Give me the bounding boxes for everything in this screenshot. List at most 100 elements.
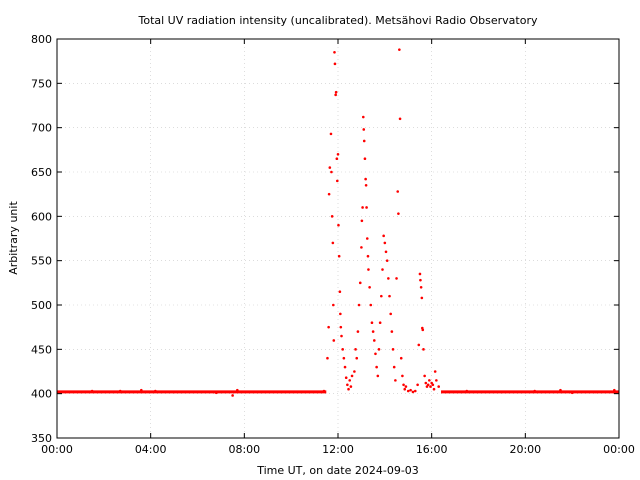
- data-point: [375, 365, 378, 369]
- plot-frame: [56, 38, 620, 439]
- data-point: [398, 48, 401, 51]
- data-point: [381, 268, 384, 271]
- data-point: [391, 348, 395, 351]
- data-point: [327, 325, 330, 329]
- data-point: [350, 374, 354, 378]
- data-point: [337, 223, 340, 227]
- data-point: [343, 365, 347, 369]
- y-tick-label: 400: [31, 388, 52, 401]
- data-point: [389, 312, 392, 316]
- data-point: [344, 376, 348, 380]
- data-point: [423, 374, 426, 378]
- y-tick-label: 550: [31, 255, 52, 268]
- data-point: [397, 212, 400, 215]
- data-point: [340, 334, 343, 338]
- data-point: [361, 115, 365, 119]
- data-point: [90, 389, 94, 393]
- data-point: [333, 51, 336, 54]
- data-point: [369, 303, 373, 307]
- data-point: [363, 157, 367, 160]
- data-point: [322, 389, 326, 393]
- data-point: [347, 387, 350, 391]
- data-point: [372, 339, 376, 342]
- data-point: [421, 328, 425, 332]
- data-point: [432, 387, 436, 391]
- data-point: [426, 383, 430, 387]
- data-point: [365, 237, 369, 240]
- data-point: [342, 356, 346, 360]
- data-point: [399, 356, 403, 360]
- data-point: [329, 132, 333, 136]
- data-point: [327, 192, 331, 196]
- data-point: [413, 389, 417, 393]
- data-point: [362, 139, 366, 143]
- data-point: [390, 330, 394, 333]
- data-point: [371, 330, 375, 333]
- data-point: [333, 62, 337, 66]
- data-point: [331, 241, 335, 245]
- data-point: [356, 330, 360, 333]
- data-point: [433, 370, 437, 373]
- y-tick-label: 450: [31, 343, 52, 356]
- data-points: [90, 48, 616, 397]
- data-point: [357, 303, 361, 307]
- data-point: [613, 388, 616, 392]
- data-point: [395, 277, 398, 280]
- data-point: [419, 278, 422, 282]
- data-point: [360, 246, 363, 249]
- data-point: [404, 385, 408, 388]
- data-point: [335, 157, 339, 160]
- data-point: [353, 370, 356, 373]
- data-point: [339, 312, 342, 316]
- y-axis-title: Arbitrary unit: [7, 201, 20, 275]
- data-point: [214, 391, 218, 395]
- data-point: [559, 388, 562, 392]
- grid: [57, 39, 619, 438]
- data-point: [570, 391, 574, 395]
- data-point: [349, 385, 353, 388]
- y-tick-label: 650: [31, 166, 52, 179]
- data-point: [428, 379, 431, 382]
- y-tick-label: 600: [31, 210, 52, 223]
- data-point: [370, 321, 374, 325]
- data-point: [368, 285, 371, 289]
- data-point: [387, 277, 390, 280]
- data-point: [411, 390, 415, 394]
- data-point: [231, 394, 234, 397]
- data-point: [416, 383, 419, 387]
- data-point: [332, 339, 336, 342]
- data-point: [336, 152, 340, 156]
- x-tick-label: 00:00: [603, 443, 635, 456]
- y-ticks: 350 400 450 500 550 600 650 700 750 800: [31, 33, 619, 445]
- data-point: [366, 254, 370, 258]
- data-point: [330, 215, 334, 218]
- data-point: [355, 356, 359, 360]
- data-point: [378, 321, 382, 325]
- data-point: [328, 166, 332, 169]
- data-point: [330, 170, 333, 174]
- data-point: [374, 352, 377, 356]
- data-point: [406, 389, 410, 393]
- x-ticks: 00:00 04:00 08:00 12:00 16:00 20:00 00:00: [41, 39, 635, 456]
- y-tick-label: 700: [31, 122, 52, 135]
- data-point: [465, 389, 469, 393]
- data-point: [424, 381, 428, 385]
- y-tick-label: 350: [31, 432, 52, 445]
- data-point: [348, 379, 352, 382]
- data-point: [341, 348, 344, 351]
- x-tick-label: 16:00: [416, 443, 448, 456]
- data-point: [594, 390, 597, 394]
- data-point: [376, 374, 380, 378]
- data-point: [431, 383, 435, 387]
- data-point: [380, 294, 383, 298]
- y-tick-label: 750: [31, 77, 52, 90]
- data-point: [334, 90, 338, 94]
- data-point: [326, 356, 329, 360]
- data-point: [365, 206, 368, 209]
- chart-title: Total UV radiation intensity (uncalibrat…: [138, 14, 538, 27]
- data-point: [383, 241, 387, 245]
- data-point: [401, 374, 404, 378]
- data-point: [419, 285, 423, 289]
- data-point: [435, 379, 438, 382]
- data-point: [339, 325, 343, 329]
